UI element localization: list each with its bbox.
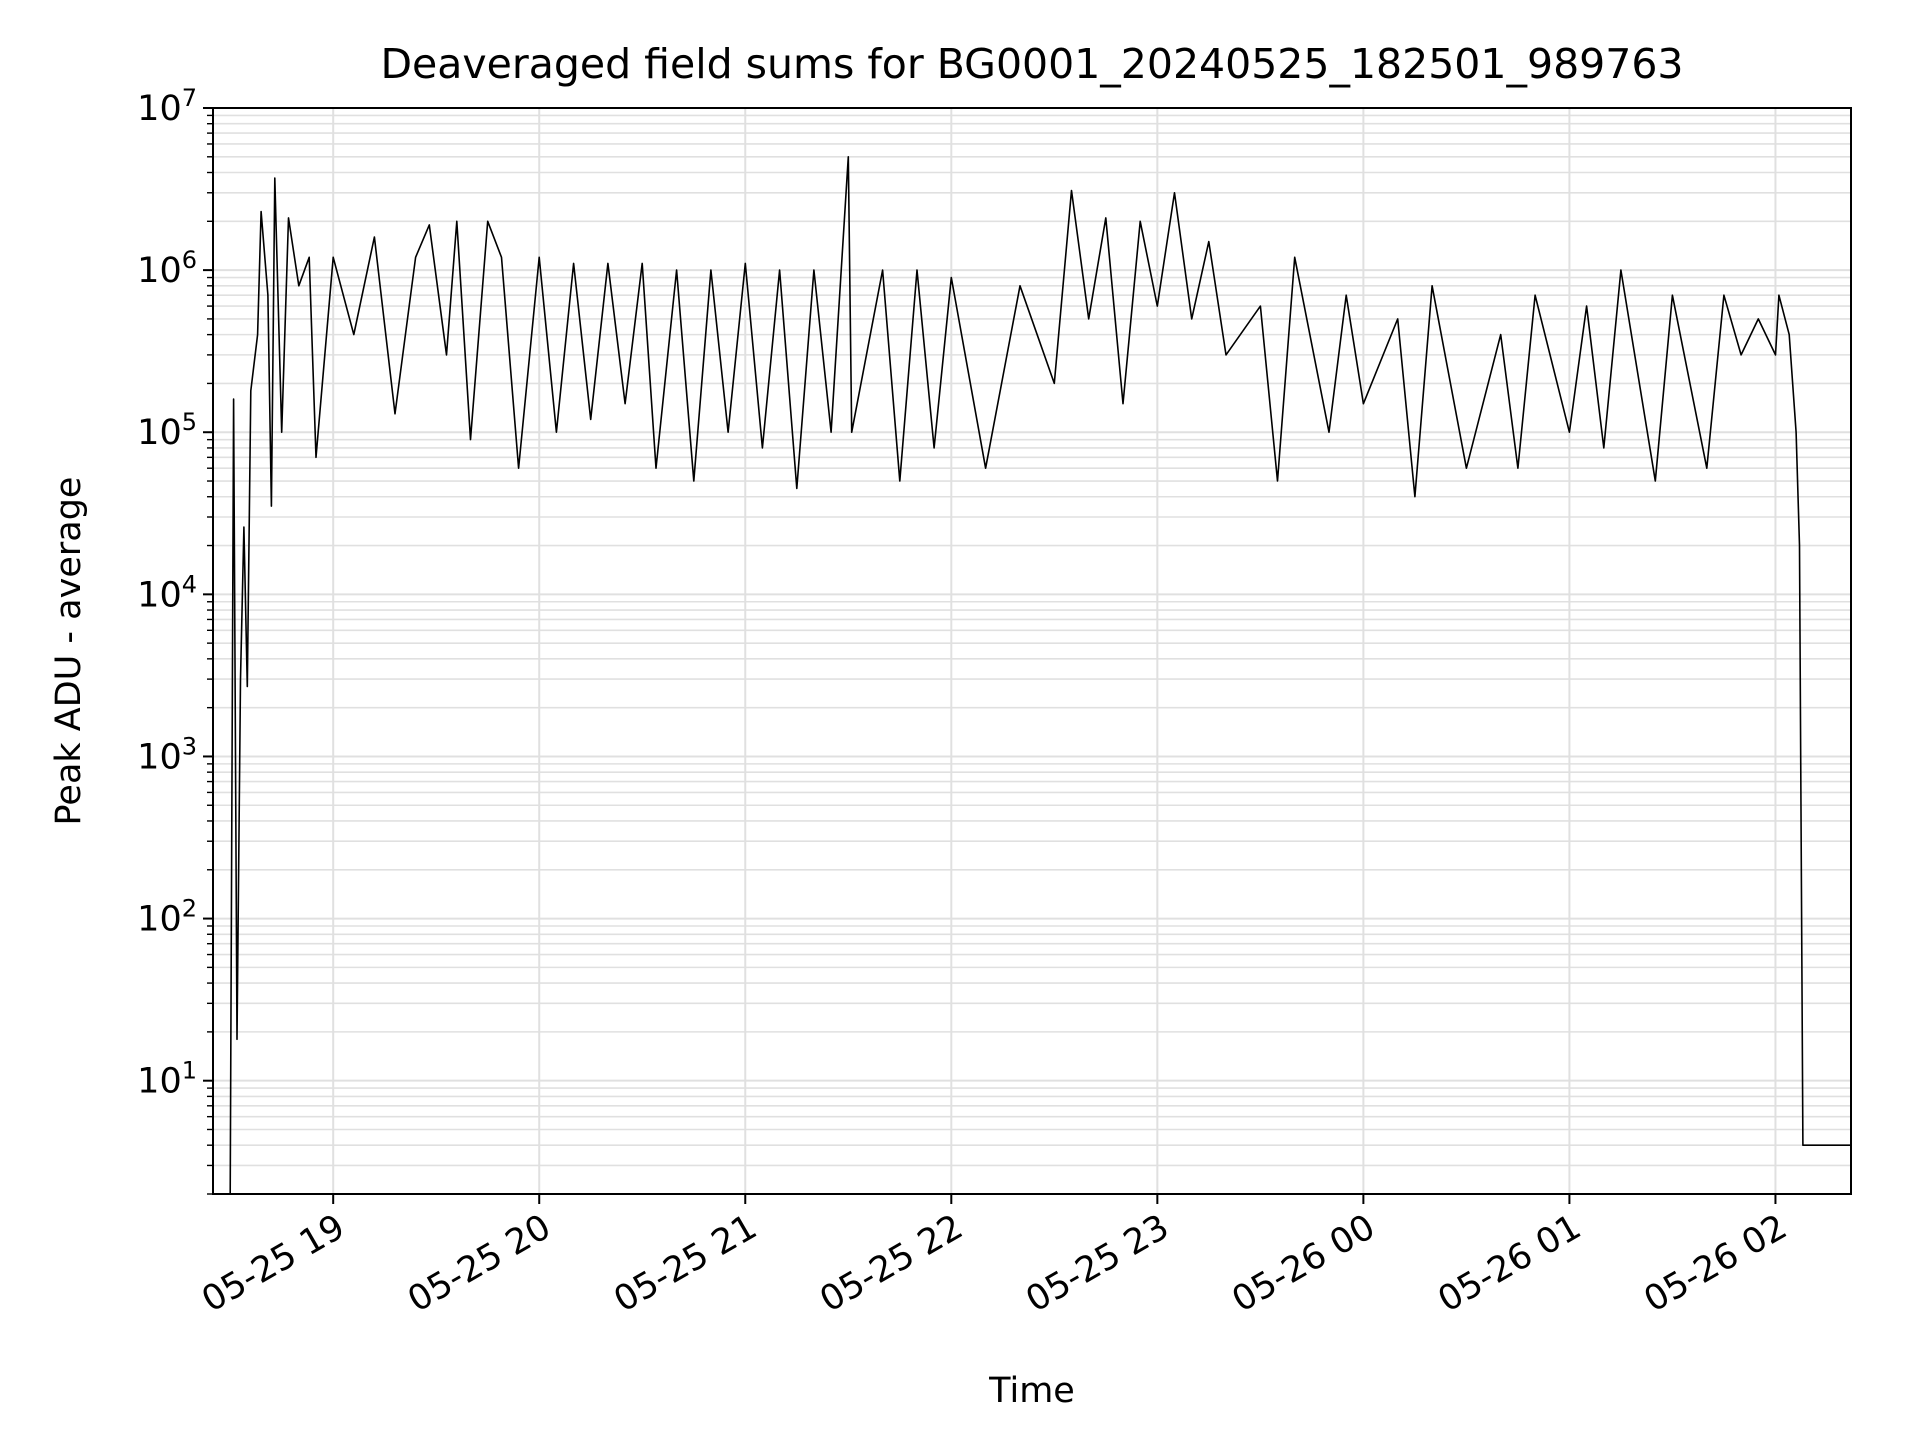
y-tick-label: 105: [137, 408, 197, 453]
plot-frame: [212, 107, 1852, 1195]
data-series-line: [229, 156, 1851, 1195]
y-tick-label: 104: [137, 570, 197, 615]
y-tick-label: 101: [137, 1057, 197, 1102]
series-layer: [229, 156, 1851, 1195]
chart-title: Deaveraged field sums for BG0001_2024052…: [380, 40, 1683, 88]
y-tick-label: 106: [137, 246, 197, 291]
y-tick-label: 107: [137, 84, 197, 129]
grid-layer: [213, 107, 1851, 1195]
x-axis-label: Time: [988, 1371, 1075, 1411]
y-axis-label: Peak ADU - average: [49, 477, 89, 826]
y-tick-label: 103: [137, 732, 197, 777]
y-tick-label: 102: [137, 895, 197, 940]
